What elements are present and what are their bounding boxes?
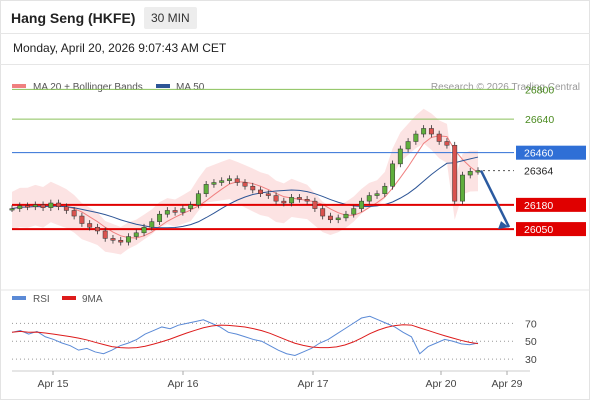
candle-body <box>25 205 30 208</box>
candle-body <box>164 210 170 215</box>
candle-body <box>203 184 209 194</box>
level-label-26640: 26640 <box>525 114 554 126</box>
ma50-legend-label: MA 50 <box>176 82 205 93</box>
rsi-level-label: 30 <box>525 354 537 366</box>
rsi-legend-label: RSI <box>33 294 50 305</box>
instrument-title: Hang Seng (HKFE) <box>11 10 136 26</box>
candle-body <box>460 174 465 202</box>
level-label-26180: 26180 <box>524 200 553 212</box>
candle-body <box>211 182 217 185</box>
x-tick-label: Apr 20 <box>426 378 457 390</box>
candle-body <box>172 210 178 213</box>
candle-body <box>273 195 279 202</box>
level-label-26364: 26364 <box>524 166 553 178</box>
candle-body <box>413 133 419 142</box>
x-tick-label: Apr 16 <box>168 378 199 390</box>
rsi-line <box>11 315 479 357</box>
ma9-legend-swatch <box>62 296 76 300</box>
research-credit: Research © 2026 Trading Central <box>431 82 580 93</box>
rsi-ma9-line <box>11 324 479 349</box>
candle-body <box>312 200 318 209</box>
candle-body <box>157 213 163 222</box>
rsi-level-label: 50 <box>525 336 537 348</box>
ma50-legend-swatch <box>156 84 170 88</box>
candle-body <box>32 204 38 207</box>
candle-body <box>421 128 427 135</box>
candle-body <box>382 185 388 194</box>
date-divider <box>0 64 590 65</box>
level-tag-26364 <box>516 163 586 178</box>
projection-arrow-head <box>498 221 509 230</box>
projection-arrow-shaft <box>479 170 511 228</box>
candle-body <box>110 238 116 241</box>
x-tick-label: Apr 15 <box>38 378 69 390</box>
candle-body <box>126 236 131 243</box>
candle-body <box>428 128 434 135</box>
timestamp: Monday, April 20, 2026 9:07:43 AM CET <box>13 41 227 55</box>
rsi-level-label: 70 <box>525 318 537 330</box>
candle-body <box>436 133 442 142</box>
candle-body <box>133 232 139 237</box>
bb-legend-label: MA 20 + Bollinger Bands <box>33 82 143 93</box>
level-label-26460: 26460 <box>524 148 553 160</box>
candle-body <box>250 185 256 191</box>
ma50-line <box>11 156 479 229</box>
candle-body <box>304 199 310 202</box>
candle-body <box>71 210 77 217</box>
timeframe-badge[interactable]: 30 MIN <box>144 7 197 29</box>
candle-body <box>452 144 458 202</box>
bb-legend-swatch <box>12 84 26 88</box>
candle-body <box>234 178 240 183</box>
candle-body <box>40 204 46 208</box>
candle-body <box>475 170 481 173</box>
rsi-legend-swatch <box>12 296 26 300</box>
ma9-legend-label: 9MA <box>82 294 103 305</box>
candle-body <box>56 202 62 207</box>
candle-body <box>281 200 287 204</box>
candle-body <box>17 205 23 209</box>
candle-body <box>149 221 155 228</box>
candle-body <box>48 202 54 208</box>
candle-body <box>327 215 333 221</box>
candle-body <box>467 171 473 176</box>
candle-body <box>444 141 450 146</box>
level-tag-26180 <box>516 197 586 212</box>
candle-body <box>289 197 295 204</box>
candle-body <box>366 195 372 202</box>
candle-body <box>351 208 357 215</box>
candle-body <box>296 197 302 200</box>
candle-body <box>180 208 186 213</box>
candle-body <box>397 148 403 165</box>
candle-body <box>188 204 194 209</box>
candle-body <box>320 208 326 217</box>
candle-body <box>390 163 396 187</box>
candle-body <box>359 200 364 209</box>
candle-body <box>405 141 411 150</box>
candle-body <box>195 193 201 206</box>
candle-body <box>94 226 100 232</box>
candle-body <box>118 240 124 243</box>
candle-body <box>141 226 147 234</box>
level-label-26800: 26800 <box>525 84 554 96</box>
candle-body <box>258 189 263 194</box>
candle-body <box>265 193 271 196</box>
header-divider <box>0 33 590 34</box>
candle-body <box>102 230 108 239</box>
x-tick-label: Apr 29 <box>492 378 523 390</box>
candle-body <box>9 208 15 211</box>
x-tick-label: Apr 17 <box>298 378 329 390</box>
candle-body <box>335 217 341 221</box>
level-label-26050: 26050 <box>524 224 553 236</box>
level-tag-26460 <box>516 145 586 160</box>
candle-body <box>343 213 349 219</box>
candle-body <box>219 180 225 183</box>
candle-body <box>242 182 248 187</box>
level-tag-26050 <box>516 222 586 237</box>
candle-body <box>374 193 380 196</box>
candle-body <box>227 178 232 181</box>
candle-body <box>63 206 69 211</box>
candle-body <box>79 215 85 224</box>
candle-body <box>87 223 93 228</box>
